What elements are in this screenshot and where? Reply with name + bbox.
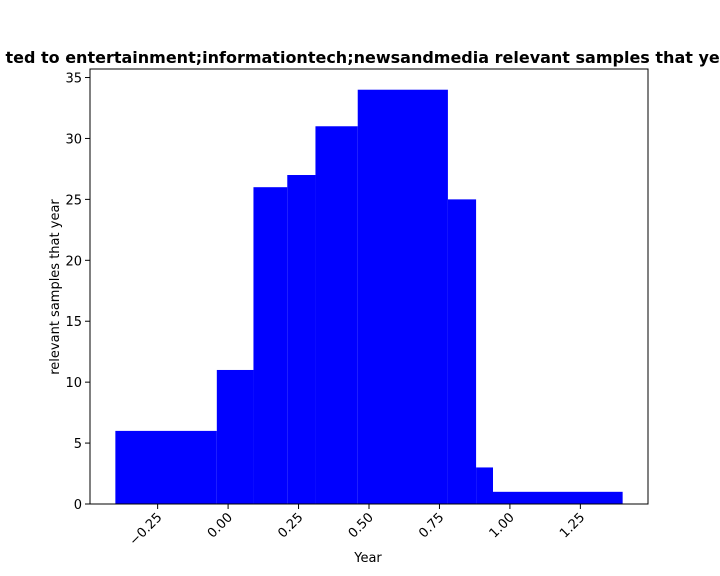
y-tick-label: 20: [65, 254, 82, 269]
bar-8: [493, 491, 623, 504]
y-tick-label: 5: [74, 437, 82, 452]
x-tick-label: 0.50: [346, 510, 377, 541]
bar-0: [115, 430, 217, 504]
y-tick-label: 25: [65, 193, 82, 208]
x-tick-label: 1.25: [557, 510, 588, 541]
x-tick-label: −0.25: [127, 510, 166, 549]
y-axis-label: relevant samples that year: [48, 199, 63, 375]
bar-4: [315, 126, 358, 504]
y-tick-label: 30: [65, 132, 82, 147]
x-axis: −0.25 0.00 0.25 0.50 0.75 1.00 1.25: [127, 504, 588, 549]
y-axis: 0 5 10 15 20 25 30 35: [65, 72, 90, 513]
bar-7: [476, 467, 493, 504]
x-tick-label: 0.75: [416, 510, 447, 541]
x-tick-label: 0.25: [275, 510, 306, 541]
bar-5: [357, 89, 448, 504]
y-tick-label: 35: [65, 72, 82, 87]
y-tick-label: 15: [65, 315, 82, 330]
x-tick-label: 0.00: [205, 510, 236, 541]
x-axis-label: Year: [353, 551, 382, 566]
bar-3: [287, 175, 316, 504]
y-tick-label: 0: [74, 498, 82, 513]
bar-2: [253, 187, 288, 504]
chart-title: ted to entertainment;informationtech;new…: [5, 48, 720, 67]
x-tick-label: 1.00: [487, 510, 518, 541]
bars-layer: [115, 89, 623, 504]
bar-6: [447, 199, 477, 504]
bar-1: [216, 369, 254, 504]
y-tick-label: 10: [65, 376, 82, 391]
